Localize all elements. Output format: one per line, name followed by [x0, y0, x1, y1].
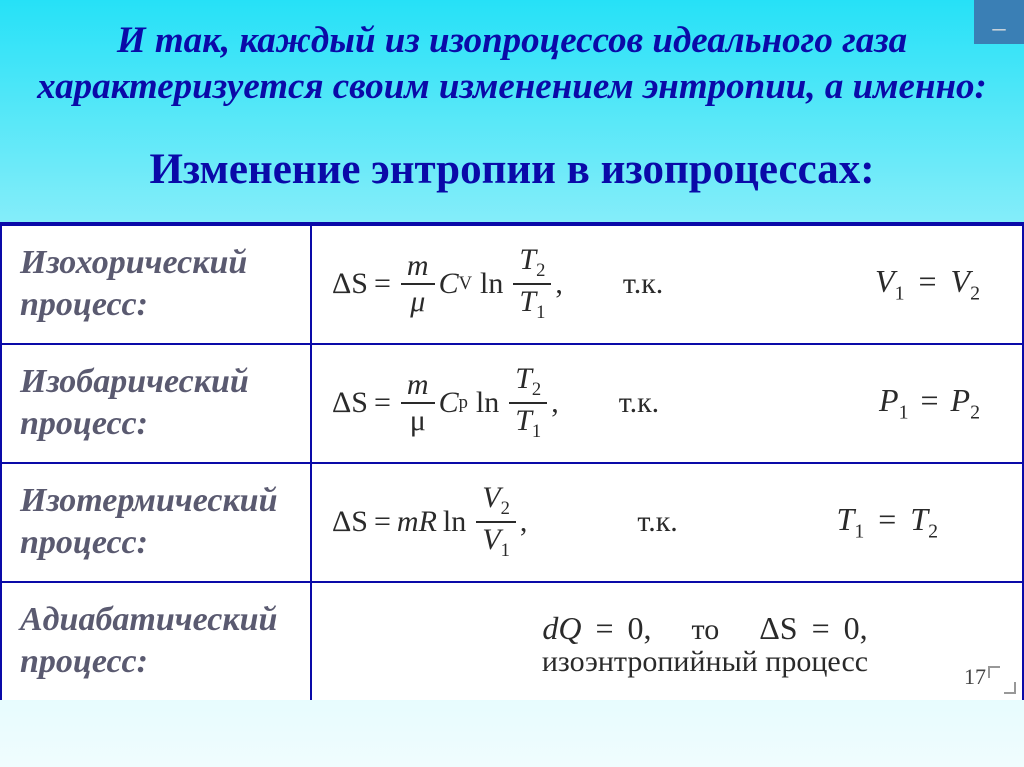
zero: 0,: [844, 610, 868, 646]
cond-l-sub: 1: [854, 520, 864, 542]
because-label: т.к.: [637, 505, 677, 539]
table-row: Изохорический процесс: ΔS = m μ CV ln T2…: [1, 225, 1023, 344]
cond-r-sub: 2: [970, 282, 980, 304]
cond-l-sub: 1: [895, 282, 905, 304]
t1-sub: 1: [536, 302, 545, 323]
ln: ln: [443, 505, 466, 539]
because-label: т.к.: [619, 386, 659, 420]
table-row: Изобарический процесс: ΔS = m μ Cp ln T2…: [1, 344, 1023, 463]
table-row: Адиабатический процесс: dQ = 0, то ΔS = …: [1, 582, 1023, 700]
cond-r: T: [910, 501, 928, 537]
corner-tab: _: [974, 0, 1024, 44]
delta-s: ΔS: [759, 610, 797, 646]
t1-sub: 1: [532, 421, 541, 442]
heat-capacity: C: [439, 267, 459, 301]
frac-num: m: [401, 370, 435, 404]
delta-s: ΔS: [332, 267, 368, 301]
delta-s: ΔS: [332, 505, 368, 539]
cond-l-sub: 1: [899, 401, 909, 423]
cond-l: T: [837, 501, 855, 537]
equals: =: [812, 610, 830, 646]
cond-l: P: [879, 382, 899, 418]
zero: 0,: [628, 610, 652, 646]
condition-isobaric: P1 = P2: [879, 382, 980, 424]
t1-sym: T: [515, 404, 532, 437]
dQ: dQ: [542, 610, 581, 646]
frac-den: μ: [404, 285, 431, 317]
cond-eq: =: [920, 382, 938, 418]
formula-isochoric: ΔS = m μ CV ln T2 T1 , т.к. V1: [311, 225, 1023, 344]
process-label-adiabatic: Адиабатический процесс:: [1, 582, 311, 700]
heat-capacity-sub: p: [459, 392, 468, 414]
cond-eq: =: [918, 263, 936, 299]
process-label-isothermal: Изотермический процесс:: [1, 463, 311, 582]
t2-sub: 2: [532, 379, 541, 400]
cond-r-sub: 2: [970, 401, 980, 423]
page-subtitle: Изменение энтропии в изопроцессах:: [0, 121, 1024, 222]
formula-isothermal: ΔS = mR ln V2 V1 , т.к. T1 = T2: [311, 463, 1023, 582]
process-label-isochoric: Изохорический процесс:: [1, 225, 311, 344]
v2-sub: 2: [501, 498, 510, 519]
cond-r: V: [951, 263, 971, 299]
corner-label: _: [993, 4, 1006, 34]
cond-r: P: [951, 382, 971, 418]
t2-sym: T: [519, 243, 536, 276]
page-number: 17: [964, 664, 986, 690]
mR: mR: [397, 505, 437, 539]
cond-l: V: [875, 263, 895, 299]
equals: =: [595, 610, 613, 646]
process-label-isobaric: Изобарический процесс:: [1, 344, 311, 463]
equals: =: [374, 386, 391, 420]
comma: ,: [555, 267, 563, 301]
comma: ,: [551, 386, 559, 420]
t2-sym: T: [515, 362, 532, 395]
equals: =: [374, 267, 391, 301]
comma: ,: [520, 505, 528, 539]
heat-capacity-sub: V: [459, 273, 472, 295]
expand-icon[interactable]: [988, 666, 1016, 694]
heat-capacity: C: [439, 386, 459, 420]
frac-den: μ: [404, 404, 432, 436]
v2-sym: V: [482, 481, 500, 514]
condition-isochoric: V1 = V2: [875, 263, 980, 305]
cond-eq: =: [878, 501, 896, 537]
condition-isothermal: T1 = T2: [837, 501, 938, 543]
entropy-table: Изохорический процесс: ΔS = m μ CV ln T2…: [0, 222, 1024, 700]
ln: ln: [476, 386, 499, 420]
adiabatic-subline: изоэнтропийный процесс: [332, 645, 1008, 679]
ln: ln: [480, 267, 503, 301]
table-row: Изотермический процесс: ΔS = mR ln V2 V1…: [1, 463, 1023, 582]
formula-isobaric: ΔS = m μ Cp ln T2 T1 , т.к. P1: [311, 344, 1023, 463]
frac-num: m: [401, 251, 435, 285]
formula-adiabatic: dQ = 0, то ΔS = 0, изоэнтропийный процес…: [311, 582, 1023, 700]
equals: =: [374, 505, 391, 539]
page-title: И так, каждый из изопроцессов идеального…: [0, 0, 1024, 121]
v1-sym: V: [482, 523, 500, 556]
because-label: т.к.: [623, 267, 663, 301]
delta-s: ΔS: [332, 386, 368, 420]
t2-sub: 2: [536, 260, 545, 281]
t1-sym: T: [519, 285, 536, 318]
then-label: то: [692, 613, 720, 647]
cond-r-sub: 2: [928, 520, 938, 542]
v1-sub: 1: [501, 540, 510, 561]
